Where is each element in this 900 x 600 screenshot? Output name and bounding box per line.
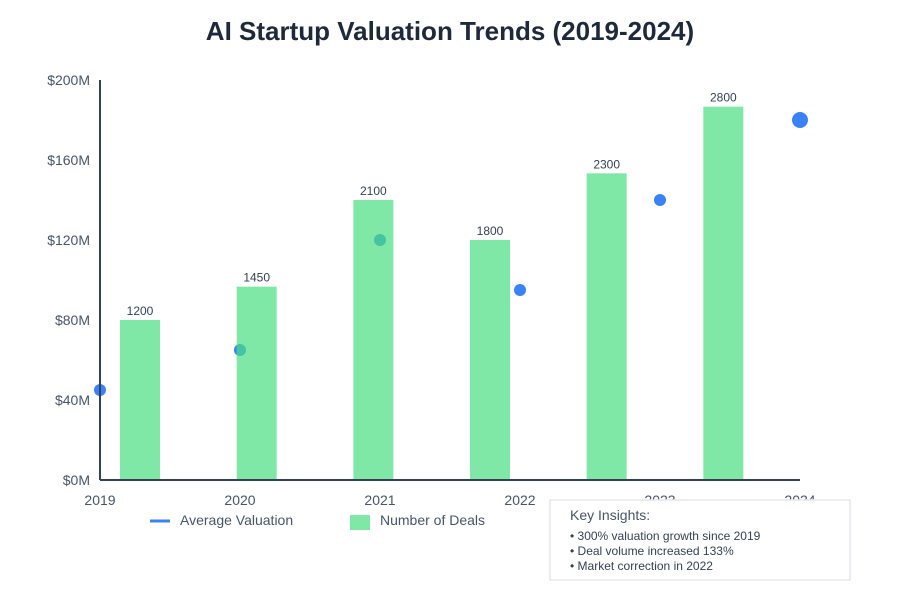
y-tick-label: $40M <box>55 392 90 408</box>
valuation-point <box>792 112 808 128</box>
y-tick-label: $0M <box>63 472 90 488</box>
y-tick-label: $160M <box>47 152 90 168</box>
x-tick-label: 2022 <box>504 492 535 508</box>
deals-bar <box>120 320 160 480</box>
deals-bar-label: 1200 <box>127 304 154 318</box>
deals-bar <box>236 286 277 480</box>
deals-bar-label: 2100 <box>360 184 387 198</box>
y-tick-label: $80M <box>55 312 90 328</box>
insight-item: • Market correction in 2022 <box>570 559 713 573</box>
deals-bar-label: 2800 <box>710 91 737 105</box>
legend-valuation-label: Average Valuation <box>180 512 293 528</box>
legend-deals-swatch <box>350 515 370 530</box>
deals-bar <box>586 173 627 481</box>
legend: Average Valuation Number of Deals <box>150 512 485 530</box>
insight-item: • 300% valuation growth since 2019 <box>570 529 761 543</box>
deals-bar <box>470 240 510 480</box>
x-tick-label: 2019 <box>84 492 115 508</box>
y-tick-label: $120M <box>47 232 90 248</box>
insights-box: Key Insights: • 300% valuation growth si… <box>549 499 851 581</box>
deals-bar-label: 2300 <box>593 157 620 171</box>
x-tick-label: 2020 <box>224 492 255 508</box>
deals-bar <box>353 200 394 480</box>
chart-title: AI Startup Valuation Trends (2019-2024) <box>206 16 694 46</box>
deals-bar-label: 1450 <box>243 271 270 285</box>
x-tick-label: 2021 <box>364 492 395 508</box>
y-tick-label: $200M <box>47 72 90 88</box>
insight-item: • Deal volume increased 133% <box>570 544 734 558</box>
insights-title: Key Insights: <box>570 507 650 523</box>
valuation-point <box>654 194 666 206</box>
deals-bar-label: 1800 <box>477 224 504 238</box>
legend-deals-label: Number of Deals <box>380 512 485 528</box>
deals-bar <box>703 106 744 481</box>
valuation-point <box>514 284 526 296</box>
